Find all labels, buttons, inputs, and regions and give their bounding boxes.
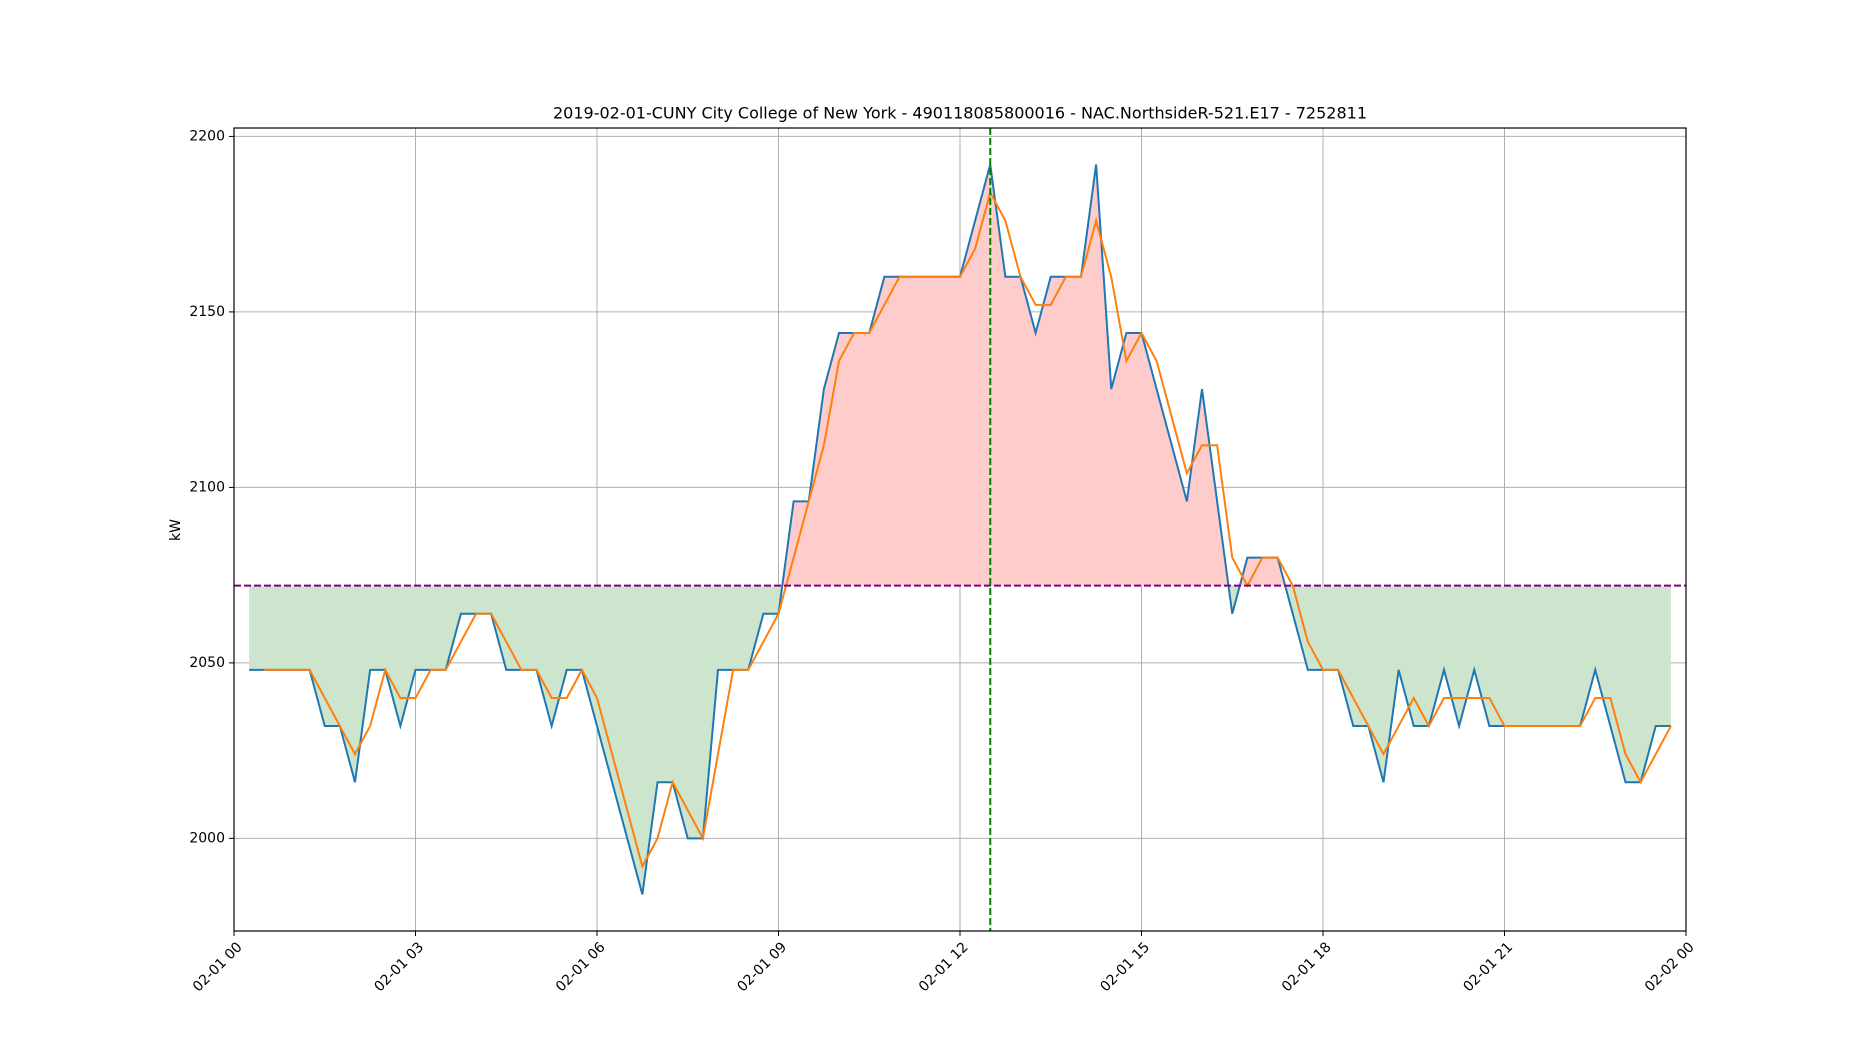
- x-tick-label: 02-01 06: [553, 939, 609, 995]
- y-tick-label: 2150: [189, 304, 225, 320]
- series-line: [264, 189, 1672, 870]
- x-tick-label: 02-01 03: [371, 939, 427, 995]
- x-tick-label: 02-01 21: [1460, 939, 1516, 995]
- y-tick-label: 2000: [189, 830, 225, 846]
- x-tick-label: 02-01 18: [1279, 939, 1335, 995]
- x-tick-label: 02-01 00: [190, 939, 246, 995]
- y-tick-label: 2100: [189, 479, 225, 495]
- y-axis-label: kW: [168, 519, 184, 541]
- x-tick-label: 02-01 09: [734, 939, 790, 995]
- fill-above: [782, 164, 1286, 586]
- x-tick-label: 02-01 15: [1097, 939, 1153, 995]
- x-tick-label: 02-02 00: [1642, 939, 1698, 995]
- fill-below: [249, 585, 1671, 895]
- plot-frame: [233, 127, 1687, 932]
- x-tick-label: 02-01 12: [916, 939, 972, 995]
- y-tick-label: 2050: [189, 655, 225, 671]
- chart-title: 2019-02-01-CUNY City College of New York…: [553, 104, 1367, 123]
- y-tick-label: 2200: [189, 128, 225, 144]
